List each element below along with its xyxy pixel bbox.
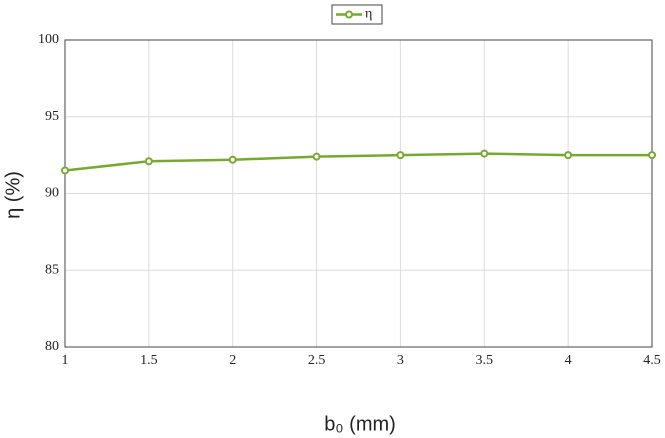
x-tick-label: 3 xyxy=(397,353,404,368)
x-tick-label: 1 xyxy=(62,353,69,368)
x-tick-label: 4 xyxy=(565,353,572,368)
x-tick-label: 2 xyxy=(229,353,236,368)
marker xyxy=(564,151,573,160)
x-tick-label: 4.5 xyxy=(643,353,661,368)
marker xyxy=(648,151,656,160)
marker xyxy=(144,157,153,166)
y-tick-label: 85 xyxy=(45,262,59,277)
marker xyxy=(480,149,489,158)
line xyxy=(64,152,652,172)
x-tick-label: 3.5 xyxy=(476,353,494,368)
legend-marker xyxy=(345,10,353,19)
y-tick-label: 95 xyxy=(45,109,59,124)
y-axis-label: η (%) xyxy=(2,171,24,219)
marker xyxy=(396,151,405,160)
legend-label: η xyxy=(365,7,372,22)
marker xyxy=(312,152,321,161)
plot-frame xyxy=(64,39,653,348)
x-tick-label: 2.5 xyxy=(308,353,326,368)
y-tick-label: 90 xyxy=(45,186,59,201)
x-axis-label: b₀ (mm) xyxy=(324,413,396,435)
marker xyxy=(228,155,237,164)
y-tick-label: 100 xyxy=(38,32,59,47)
marker xyxy=(61,166,69,175)
x-tick-label: 1.5 xyxy=(140,353,158,368)
y-tick-label: 80 xyxy=(45,339,59,354)
